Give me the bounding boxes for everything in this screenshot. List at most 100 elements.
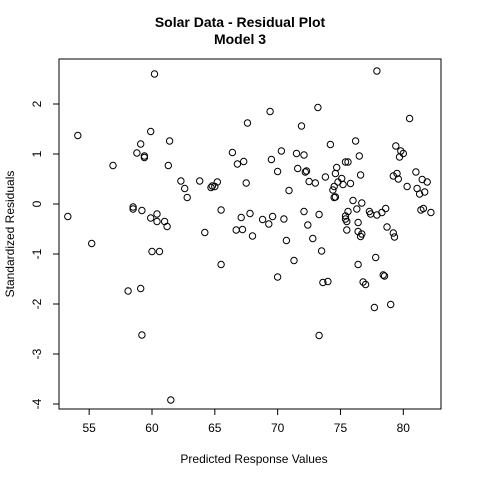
data-point xyxy=(147,127,155,136)
data-point xyxy=(140,153,149,162)
data-point xyxy=(201,228,209,237)
data-point xyxy=(315,210,323,219)
data-point xyxy=(267,155,276,164)
data-point xyxy=(344,207,352,216)
data-point xyxy=(330,182,338,191)
data-point xyxy=(380,272,389,280)
data-point xyxy=(167,396,175,404)
data-point xyxy=(390,233,399,241)
data-point xyxy=(311,179,319,187)
y-tick-label: 2 xyxy=(30,100,44,107)
data-point xyxy=(300,207,308,216)
data-point xyxy=(124,287,132,295)
data-point xyxy=(164,161,173,170)
data-point xyxy=(153,210,161,218)
data-point xyxy=(415,190,424,198)
data-point xyxy=(301,168,309,176)
data-point xyxy=(305,177,313,186)
data-point xyxy=(383,223,391,231)
data-point xyxy=(292,149,301,158)
data-point xyxy=(228,148,237,157)
data-point xyxy=(277,147,286,155)
data-point xyxy=(378,208,386,217)
data-point xyxy=(137,140,145,148)
data-point xyxy=(399,149,407,158)
data-point xyxy=(389,229,397,237)
data-point xyxy=(294,164,302,173)
data-point xyxy=(273,167,282,176)
data-point xyxy=(137,284,145,293)
data-point xyxy=(351,137,360,145)
data-point xyxy=(354,218,362,227)
data-point xyxy=(138,331,146,339)
data-point xyxy=(419,204,428,213)
data-point xyxy=(248,232,257,240)
data-point xyxy=(421,188,429,196)
data-point xyxy=(133,149,141,157)
data-point xyxy=(237,213,245,222)
data-point xyxy=(343,226,351,234)
data-point xyxy=(233,160,242,168)
data-point xyxy=(392,142,400,150)
data-point xyxy=(331,193,340,201)
data-point xyxy=(321,173,330,181)
x-axis-label: Predicted Response Values xyxy=(180,452,327,466)
data-point xyxy=(238,225,247,234)
data-point xyxy=(412,168,420,176)
data-point xyxy=(268,212,277,221)
data-point xyxy=(64,212,72,221)
y-tick-label: 1 xyxy=(30,150,44,157)
data-point xyxy=(153,217,161,226)
y-axis-label: Standardized Residuals xyxy=(3,171,17,298)
data-point xyxy=(150,70,159,78)
y-tick-label: -4 xyxy=(30,398,44,409)
data-point xyxy=(427,208,435,217)
data-point xyxy=(405,114,414,123)
data-point xyxy=(358,230,366,238)
data-point xyxy=(394,175,402,183)
data-point xyxy=(273,273,282,281)
data-point xyxy=(346,179,355,188)
data-point xyxy=(344,158,352,166)
data-point xyxy=(331,169,340,178)
data-point xyxy=(282,236,291,245)
data-point xyxy=(265,220,273,228)
data-point xyxy=(379,271,387,279)
data-point xyxy=(147,214,155,222)
data-point xyxy=(387,300,395,309)
data-point xyxy=(395,153,404,161)
data-point xyxy=(217,206,225,214)
x-tick-label: 80 xyxy=(397,421,411,435)
data-point xyxy=(403,182,411,191)
data-point xyxy=(358,199,366,207)
data-point xyxy=(181,184,189,193)
data-point xyxy=(355,152,363,160)
data-point xyxy=(109,161,117,170)
data-point xyxy=(315,331,323,340)
data-point xyxy=(207,183,215,192)
data-point xyxy=(329,186,337,194)
data-point xyxy=(138,206,146,215)
x-tick-label: 55 xyxy=(82,421,96,435)
data-point xyxy=(240,157,248,166)
data-point xyxy=(285,186,293,195)
x-tick-label: 75 xyxy=(334,421,348,435)
data-point xyxy=(341,158,350,166)
data-point xyxy=(423,178,431,186)
data-point xyxy=(148,247,156,256)
data-point xyxy=(372,253,380,262)
data-point xyxy=(177,177,185,185)
data-point xyxy=(326,140,335,149)
data-point xyxy=(258,215,267,224)
x-tick-label: 65 xyxy=(208,421,222,435)
data-point xyxy=(165,137,174,145)
data-point xyxy=(74,131,82,140)
data-point xyxy=(280,215,288,223)
data-point xyxy=(290,256,298,265)
chart-title: Solar Data - Residual Plot xyxy=(154,14,326,30)
data-point xyxy=(213,178,222,186)
y-axis: -4 -3 -2 -1 0 1 2 xyxy=(30,100,60,409)
data-point xyxy=(339,180,347,189)
data-point xyxy=(232,226,240,234)
